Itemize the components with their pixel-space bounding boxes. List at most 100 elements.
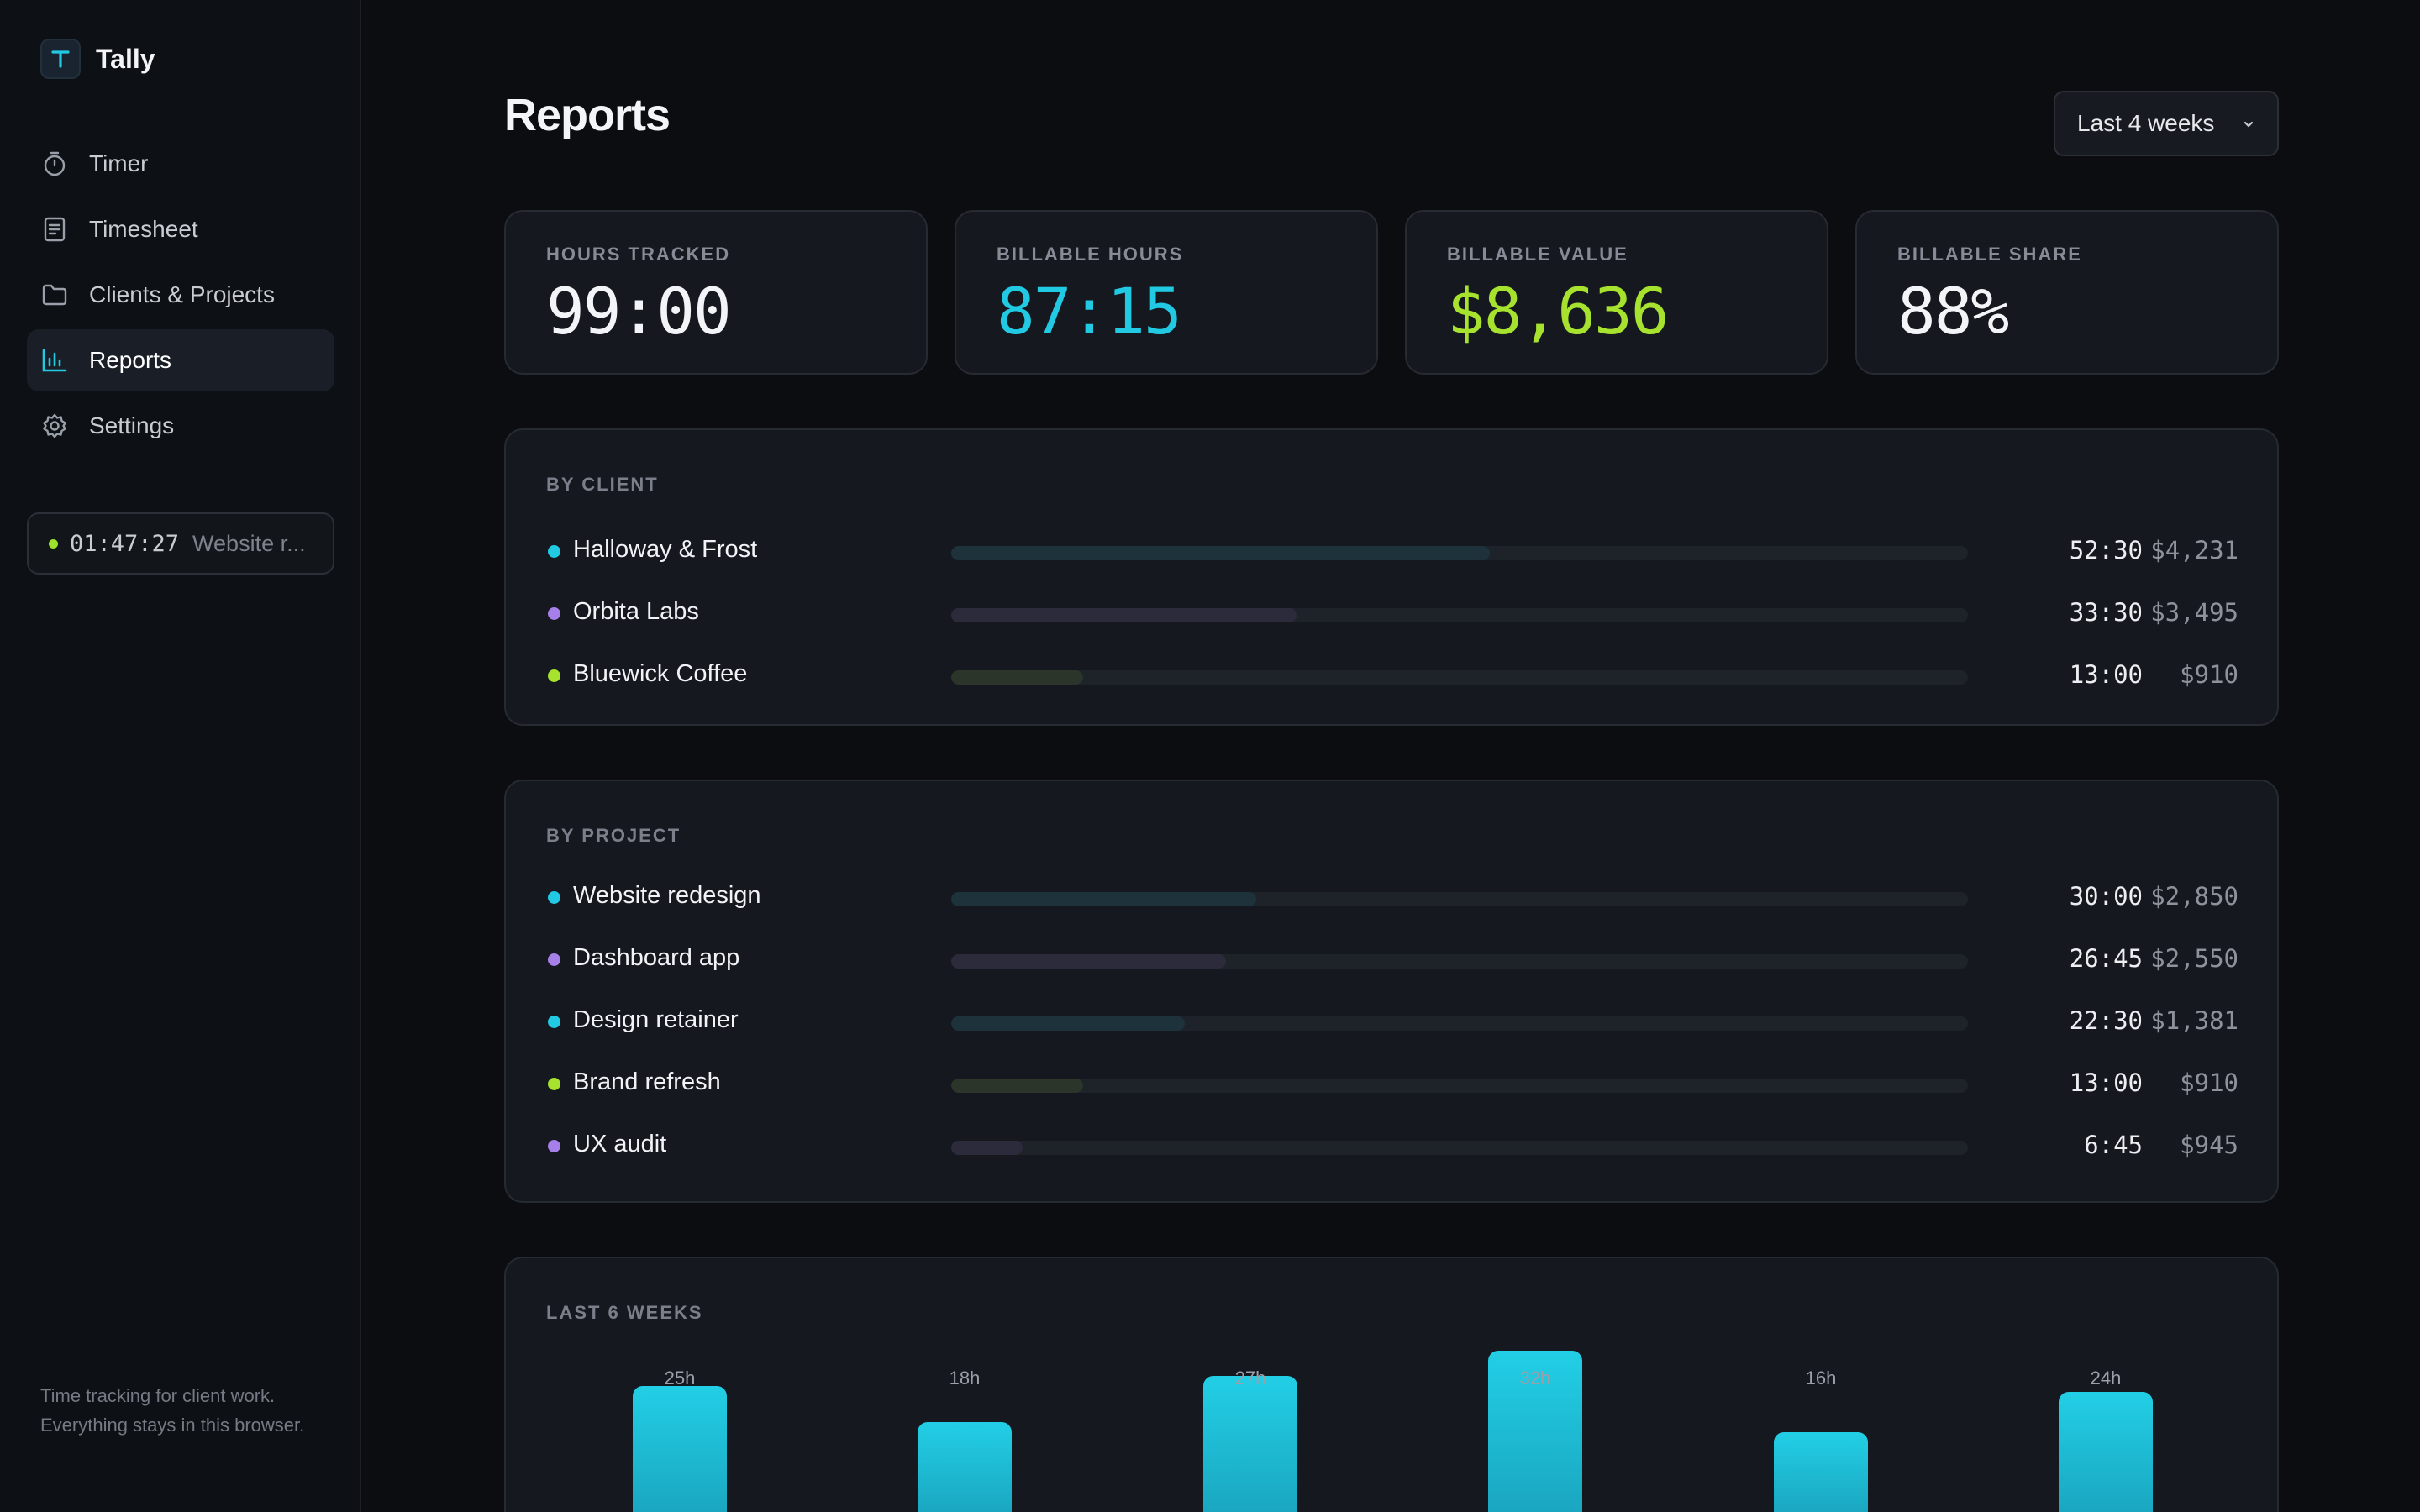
chart-bar[interactable] [1203, 1376, 1297, 1512]
stat-card-hours-tracked: HOURS TRACKED 99:00 [504, 210, 928, 375]
chart-bar[interactable] [1774, 1432, 1868, 1512]
share-bar-fill [951, 1141, 1023, 1155]
running-indicator [49, 538, 58, 549]
gear-icon [40, 412, 69, 440]
weekly-chart-card: LAST 6 WEEKS 25h 18h 27h 32h 16h 24h [504, 1257, 2279, 1512]
client-hours: 33:30 [2069, 598, 2143, 627]
share-bar [951, 954, 1968, 969]
client-amount: $4,231 [2150, 536, 2238, 564]
share-bar-fill [951, 1016, 1186, 1031]
color-dot [548, 953, 560, 966]
chevron-down-icon [2240, 116, 2257, 137]
running-timer-time: 01:47:27 [70, 530, 180, 557]
sidebar-item-clients-projects[interactable]: Clients & Projects [27, 264, 334, 326]
color-dot [548, 607, 560, 620]
stat-value: 99:00 [546, 274, 732, 349]
sidebar-item-label: Timesheet [89, 216, 198, 242]
share-bar [951, 1079, 1968, 1093]
project-name: UX audit [573, 1131, 667, 1158]
sidebar-item-label: Reports [89, 347, 172, 373]
sidebar-item-label: Settings [89, 412, 175, 438]
stat-card-billable-hours: BILLABLE HOURS 87:15 [955, 210, 1378, 375]
bar-data-label: 16h [1805, 1368, 1837, 1389]
sidebar-item-settings[interactable]: Settings [27, 395, 334, 457]
app-name: Tally [96, 43, 155, 74]
share-bar [951, 892, 1968, 906]
project-name: Design retainer [573, 1006, 739, 1033]
stat-value: 87:15 [997, 274, 1182, 349]
project-row[interactable]: UX audit 6:45 $945 [546, 1124, 2238, 1166]
share-bar [951, 1141, 1968, 1155]
chart-bar[interactable] [918, 1421, 1012, 1512]
color-dot [548, 1078, 560, 1090]
project-amount: $1,381 [2150, 1006, 2238, 1035]
color-dot [548, 1140, 560, 1152]
stat-value: $8,636 [1447, 274, 1670, 349]
bar-data-label: 27h [1234, 1368, 1266, 1389]
client-row[interactable]: Bluewick Coffee 13:00 $910 [546, 654, 2238, 696]
share-bar [951, 608, 1968, 622]
chart-bar[interactable] [633, 1386, 727, 1512]
bar-data-label: 18h [949, 1368, 981, 1389]
share-bar-fill [951, 670, 1084, 685]
bar-data-label: 32h [1519, 1368, 1551, 1389]
project-row[interactable]: Brand refresh 13:00 $910 [546, 1062, 2238, 1104]
project-hours: 30:00 [2069, 882, 2143, 911]
share-bar [951, 546, 1968, 560]
stat-label: BILLABLE SHARE [1897, 244, 2082, 265]
project-amount: $910 [2180, 1068, 2238, 1097]
share-bar-fill [951, 546, 1491, 560]
share-bar-fill [951, 954, 1226, 969]
client-row[interactable]: Halloway & Frost 52:30 $4,231 [546, 529, 2238, 571]
client-name: Halloway & Frost [573, 536, 758, 563]
client-row[interactable]: Orbita Labs 33:30 $3,495 [546, 591, 2238, 633]
stat-label: BILLABLE HOURS [997, 244, 1184, 265]
sidebar-item-timer[interactable]: Timer [27, 133, 334, 195]
color-dot [548, 891, 560, 904]
date-range-select[interactable]: Last 4 weeks [2054, 91, 2279, 156]
sidebar-item-reports[interactable]: Reports [27, 329, 334, 391]
section-label: BY PROJECT [546, 825, 681, 846]
project-hours: 6:45 [2084, 1131, 2143, 1159]
project-hours: 22:30 [2069, 1006, 2143, 1035]
client-amount: $910 [2180, 660, 2238, 689]
stat-label: BILLABLE VALUE [1447, 244, 1628, 265]
client-name: Orbita Labs [573, 598, 699, 625]
date-range-label: Last 4 weeks [2077, 110, 2215, 136]
share-bar-fill [951, 608, 1297, 622]
color-dot [548, 669, 560, 682]
bar-data-label: 25h [664, 1368, 696, 1389]
client-name: Bluewick Coffee [573, 660, 748, 687]
sidebar-item-label: Timer [89, 150, 149, 176]
chart-title: LAST 6 WEEKS [546, 1302, 703, 1323]
share-bar-fill [951, 892, 1256, 906]
stopwatch-icon [40, 150, 69, 178]
running-timer-pill[interactable]: 01:47:27 Website r... [27, 512, 334, 575]
project-name: Brand refresh [573, 1068, 721, 1095]
folder-icon [40, 281, 69, 309]
chart-bar[interactable] [1488, 1351, 1582, 1512]
color-dot [548, 1016, 560, 1028]
by-project-card: BY PROJECT Website redesign 30:00 $2,850 Da… [504, 780, 2279, 1203]
project-row[interactable]: Website redesign 30:00 $2,850 [546, 875, 2238, 917]
client-hours: 52:30 [2069, 536, 2143, 564]
by-client-card: BY CLIENT Halloway & Frost 52:30 $4,231 Orb… [504, 428, 2279, 726]
share-bar [951, 1016, 1968, 1031]
share-bar [951, 670, 1968, 685]
client-hours: 13:00 [2069, 660, 2143, 689]
project-row[interactable]: Design retainer 22:30 $1,381 [546, 1000, 2238, 1042]
color-dot [548, 545, 560, 558]
running-timer-project: Website r... [192, 530, 306, 556]
project-amount: $2,850 [2150, 882, 2238, 911]
project-name: Dashboard app [573, 944, 740, 971]
client-amount: $3,495 [2150, 598, 2238, 627]
brand[interactable]: Tally [40, 39, 155, 79]
bar-data-label: 24h [2090, 1368, 2122, 1389]
stat-label: HOURS TRACKED [546, 244, 731, 265]
sidebar-item-timesheet[interactable]: Timesheet [27, 198, 334, 260]
project-amount: $945 [2180, 1131, 2238, 1159]
sidebar-nav: Timer Timesheet Clients & Projects [27, 133, 334, 460]
chart-bar[interactable] [2059, 1391, 2153, 1512]
project-name: Website redesign [573, 882, 761, 909]
project-row[interactable]: Dashboard app 26:45 $2,550 [546, 937, 2238, 979]
